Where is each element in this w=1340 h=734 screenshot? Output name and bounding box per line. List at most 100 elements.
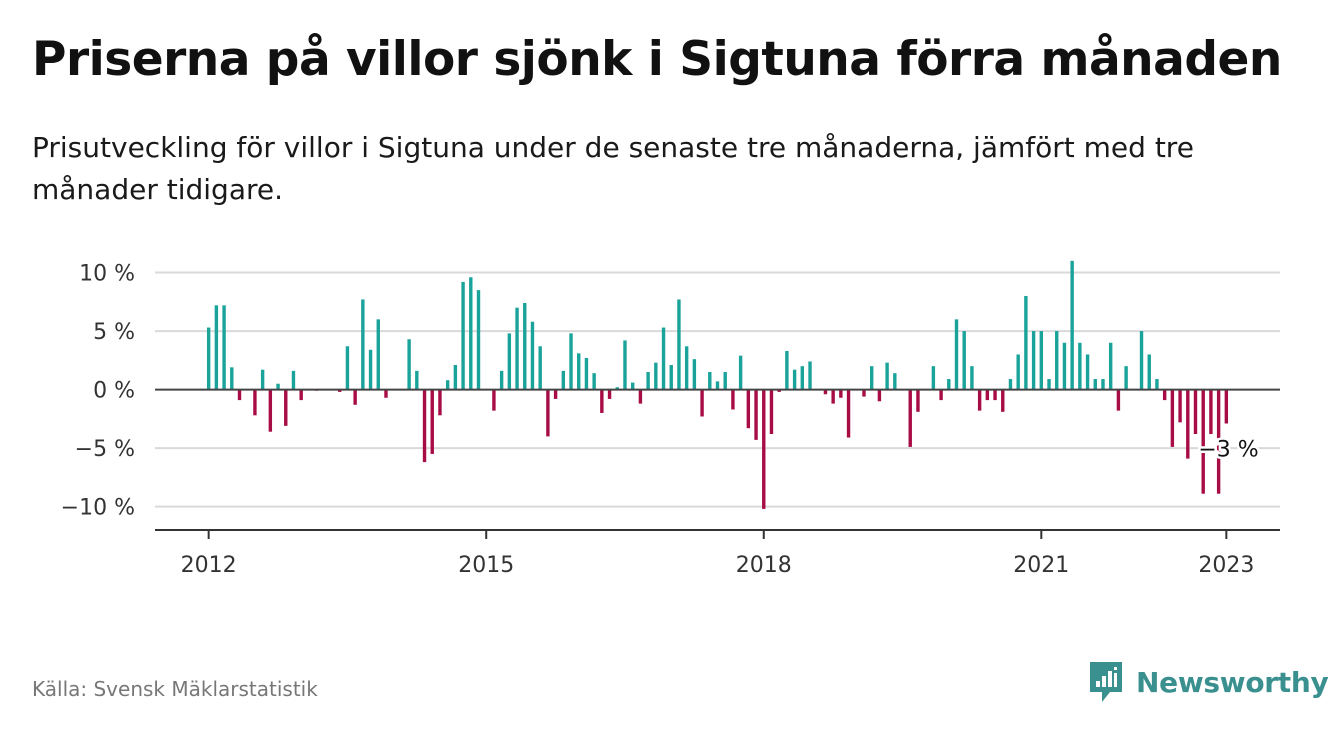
bar [738, 355, 743, 390]
bar [338, 389, 342, 392]
bar [438, 389, 442, 416]
bar [723, 372, 727, 390]
bar [862, 389, 866, 397]
bar [361, 299, 365, 390]
bar [885, 362, 889, 390]
bar [1124, 366, 1128, 390]
brand-logo: Newsworthy [1088, 660, 1329, 704]
bar [237, 389, 242, 401]
bar [368, 349, 373, 390]
bar [430, 389, 434, 454]
bar-chart: 10 % 5 % 0 % −5 % −10 % 2012 2015 2018 2021 2023… [61, 260, 1280, 578]
bar [877, 389, 882, 402]
bar [284, 389, 288, 426]
bar [708, 372, 712, 390]
bar [584, 357, 589, 390]
bar [646, 372, 650, 390]
bar [1147, 354, 1151, 390]
annotation: −3 % [1196, 435, 1261, 465]
bar [792, 369, 797, 390]
bar [561, 370, 566, 390]
bar [492, 389, 496, 411]
bar [893, 373, 897, 390]
bar [977, 389, 982, 411]
bar [715, 381, 720, 390]
bar [970, 366, 974, 390]
bar [214, 305, 219, 390]
x-tick-label: 2015 [458, 553, 514, 578]
bar [260, 369, 265, 390]
bar [939, 389, 943, 401]
bar [846, 389, 851, 438]
bar [1178, 389, 1182, 423]
chart-title: Priserna på villor sjönk i Sigtuna förra… [32, 32, 1282, 87]
bar [1193, 389, 1198, 435]
bar [630, 382, 635, 390]
bar [1062, 342, 1067, 390]
bar [669, 365, 673, 390]
bar [808, 361, 812, 390]
bar [577, 353, 581, 390]
bar [623, 340, 627, 390]
bar [1108, 342, 1113, 390]
bar [206, 327, 211, 390]
bar [530, 321, 535, 390]
bar [268, 389, 273, 432]
bar [1055, 331, 1059, 390]
bar [607, 389, 612, 399]
bar [1101, 379, 1105, 390]
bar [1093, 379, 1097, 390]
bar [692, 359, 697, 390]
bar [1078, 342, 1082, 390]
x-tick-label: 2018 [736, 553, 792, 578]
bar [1001, 389, 1005, 412]
y-tick-label: 0 % [93, 379, 135, 404]
bar [916, 389, 920, 412]
y-tick-label: −5 % [75, 437, 135, 462]
bar [299, 389, 303, 401]
bar [769, 389, 774, 435]
bar [684, 346, 689, 390]
bar [230, 367, 234, 390]
bar [962, 331, 966, 390]
bar [376, 319, 380, 390]
bar [291, 370, 296, 390]
bar [453, 365, 458, 390]
bar [869, 366, 874, 390]
bar [800, 366, 805, 390]
bar [1016, 354, 1020, 390]
bar [1116, 389, 1121, 411]
bar [1201, 389, 1205, 494]
bar [353, 389, 357, 405]
bar [461, 281, 465, 390]
bar [276, 383, 280, 390]
bar [569, 333, 573, 390]
y-tick-label: 5 % [93, 320, 135, 345]
bar [839, 389, 843, 398]
bar [731, 389, 735, 410]
bar [592, 373, 596, 390]
bar [1186, 389, 1190, 459]
bar [476, 290, 481, 390]
bar [222, 305, 226, 390]
bar [638, 389, 643, 404]
bar [345, 346, 350, 390]
bar [384, 389, 388, 398]
y-tick-label: −10 % [61, 496, 135, 521]
bar [661, 327, 666, 390]
bar [615, 387, 619, 390]
bar [754, 389, 758, 440]
bar [762, 389, 766, 509]
bar [507, 333, 512, 390]
bar [1162, 389, 1167, 401]
bar [1170, 389, 1175, 447]
bar [700, 389, 704, 417]
bar [523, 302, 527, 390]
logo-text: Newsworthy [1136, 665, 1329, 699]
x-tick-label: 2021 [1013, 553, 1069, 578]
bar [985, 389, 990, 401]
bar [993, 389, 997, 401]
bar [1209, 389, 1213, 435]
bar [546, 389, 550, 437]
bar [1139, 331, 1144, 390]
